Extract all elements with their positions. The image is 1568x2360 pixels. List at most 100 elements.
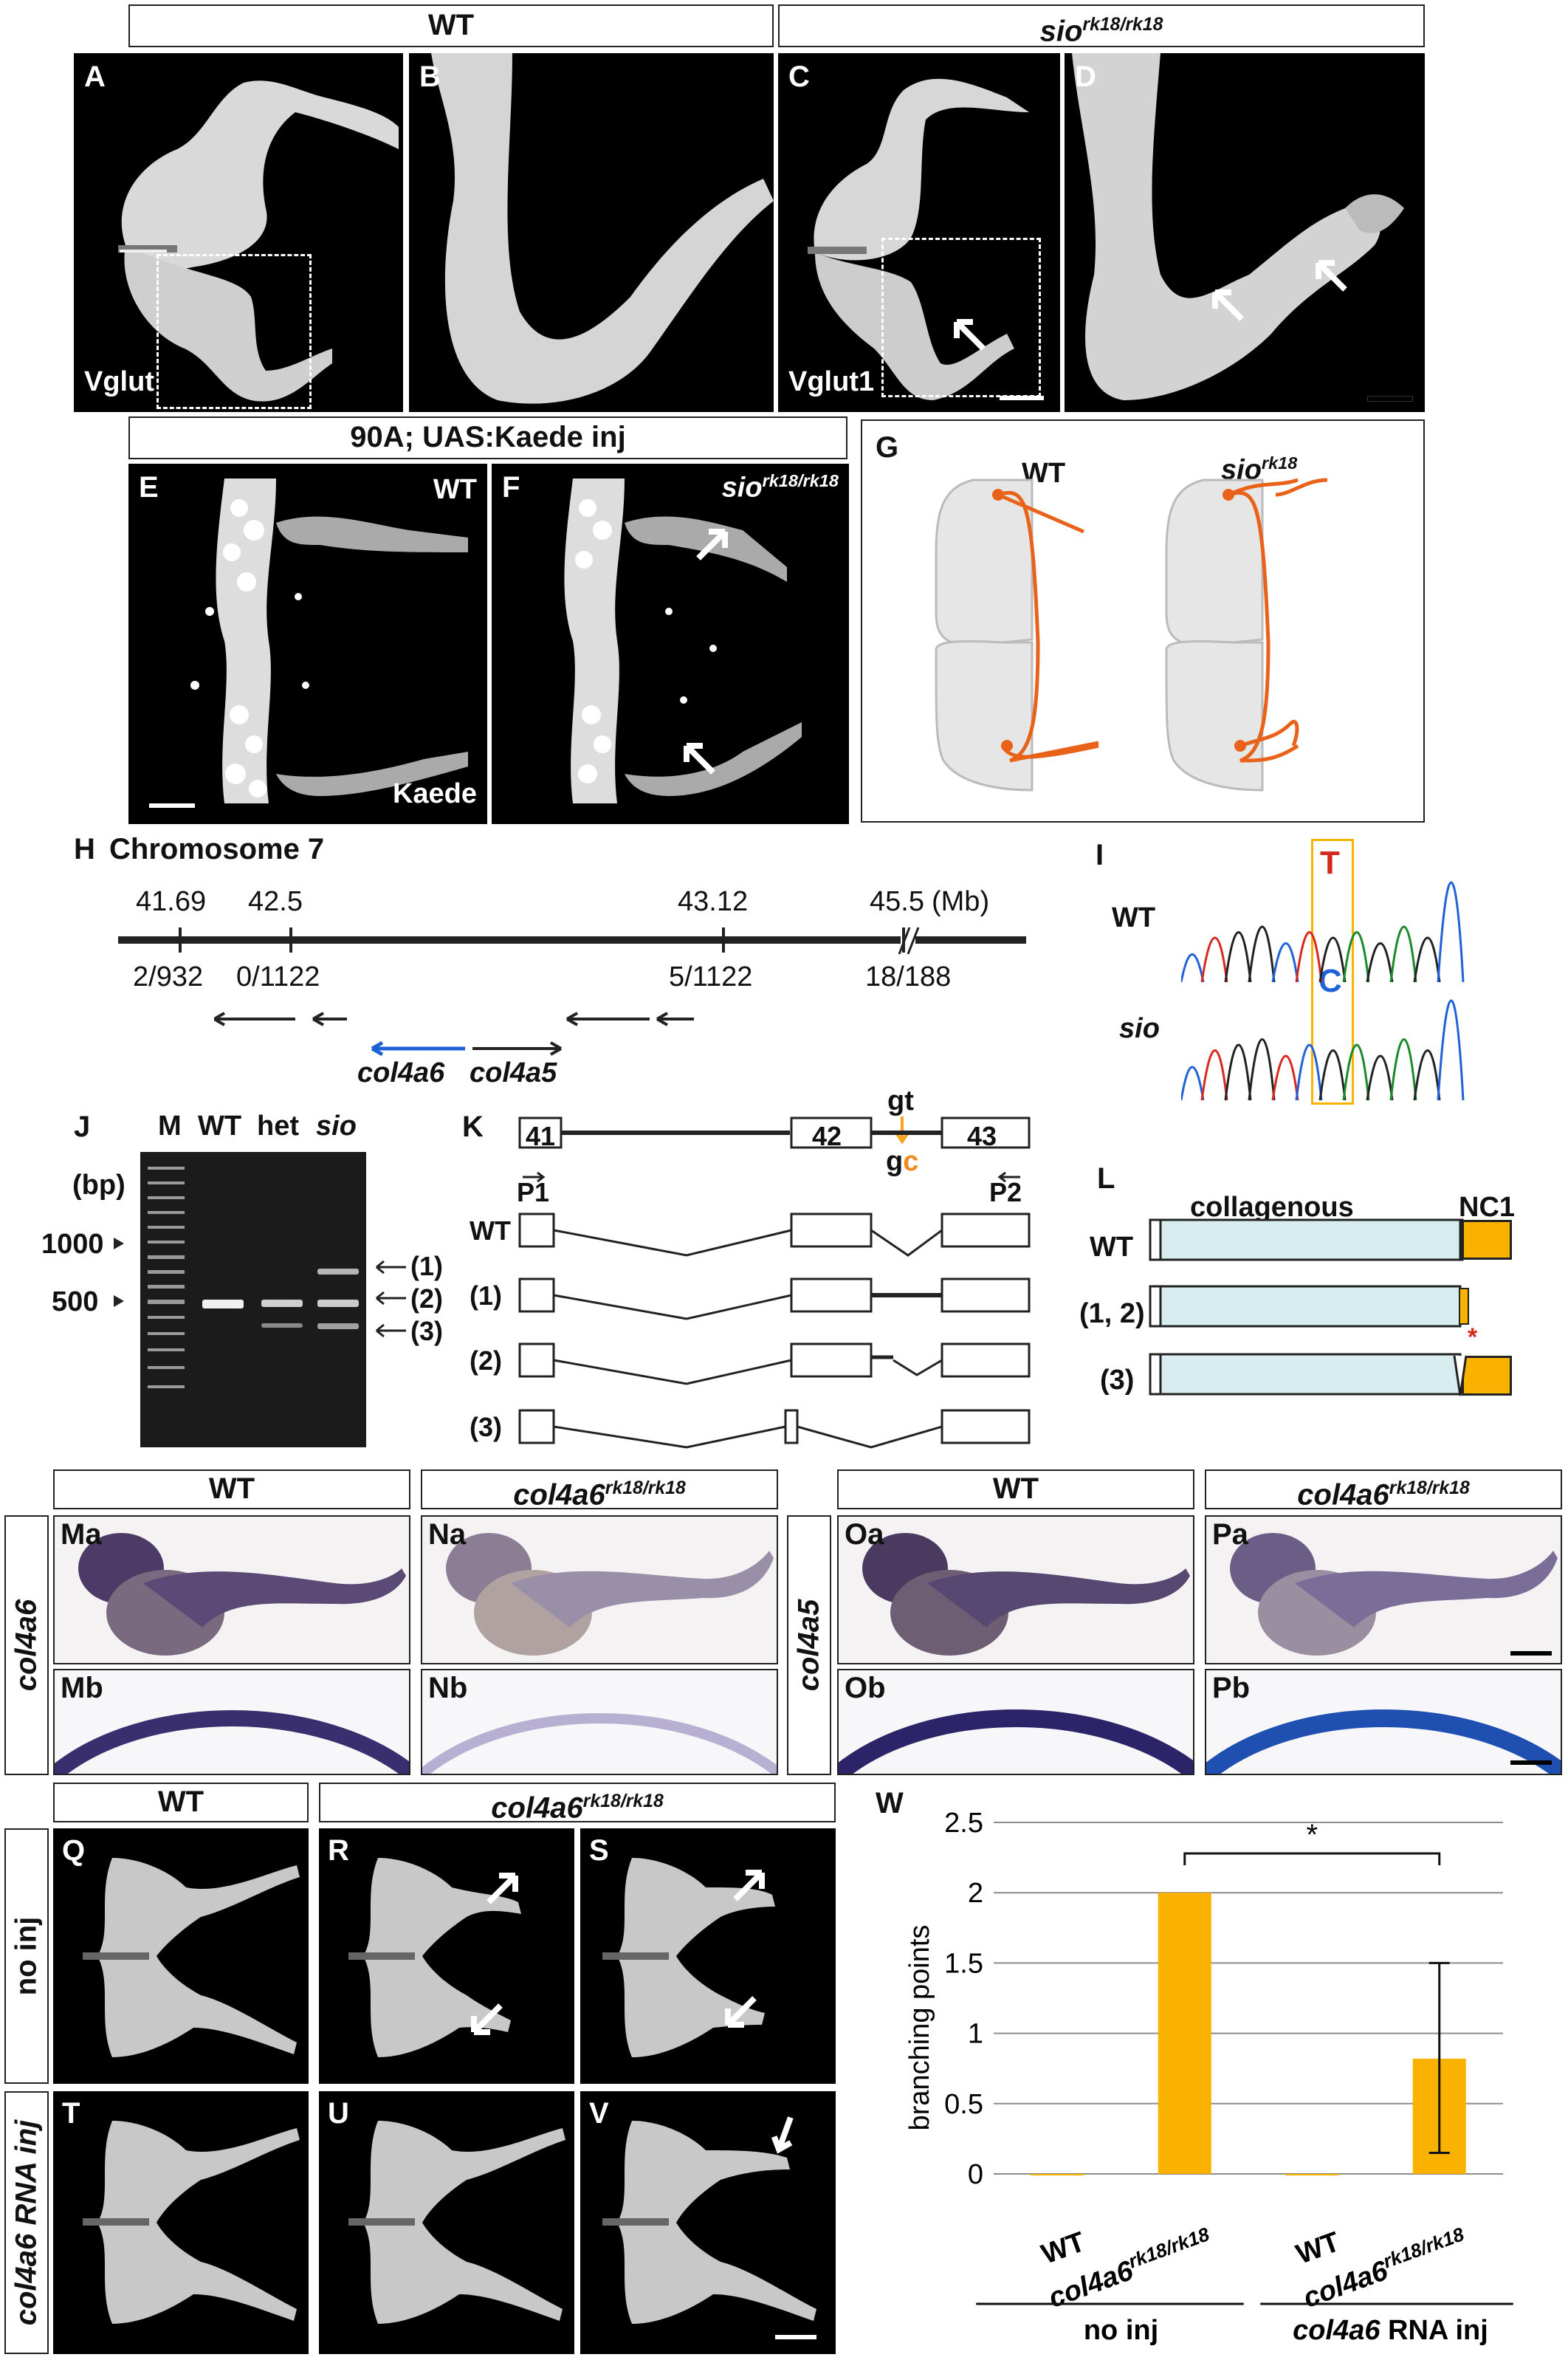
chart-y-label: branching points [904,1925,935,2131]
map-pos-2: 42.5 [248,886,303,917]
y-tick-label: 1.5 [944,1948,983,1979]
gel-lane-m: M [158,1111,182,1142]
brain-q [83,1858,300,2057]
side-label-col4a5: col4a5 [787,1515,831,1775]
panel-v-label: V [589,2097,609,2130]
embryo-oa [862,1533,1190,1656]
x-tick-label: WT [1292,2226,1344,2271]
header-ish-col4a6-2: col4a6rk18/rk18 [1205,1469,1562,1511]
seq-wt-label: WT [1112,902,1156,933]
panel-pa-image: Pa [1205,1515,1562,1664]
gel-product-arrows [376,1260,406,1338]
brain-v [602,2121,816,2324]
row-label-rna-inj-rest: RNA inj [10,2119,43,2234]
arrow-icon [1212,289,1244,321]
exon-diagram [518,1116,1031,1449]
arrow-icon [486,1873,518,1904]
side-label-col4a6-text: col4a6 [10,1599,43,1692]
panel-e-label: E [139,471,159,504]
panel-s-image: S [580,1828,836,2084]
chart-y-ticks: 0 0.5 1 1.5 2 2.5 [944,1808,983,2190]
chromosome-bar [118,927,1026,955]
panel-pb-image: Pb [1205,1669,1562,1775]
panel-e-stain: Kaede [392,778,477,809]
recomb-1: 2/932 [133,961,204,992]
recomb-2: 0/1122 [236,961,320,992]
bar [1158,1893,1211,2174]
panel-u-image: U [319,2091,574,2354]
seq-sio-label: sio [1119,1013,1160,1044]
panel-k-label: K [462,1111,484,1143]
gel-image [140,1152,366,1447]
row-label-rna-inj: col4a6 RNA inj [4,2091,49,2354]
panel-c-stain: Vglut1 [788,366,875,397]
splice-mut: gc [886,1146,918,1178]
header-ish-col4a6-2-sup: rk18/rk18 [1389,1478,1470,1498]
brain-t [83,2121,300,2324]
panel-t-label: T [62,2097,80,2130]
side-label-col4a6: col4a6 [4,1515,49,1775]
closeup-mb [55,1710,409,1774]
panel-r-image: R [319,1828,574,2084]
nc1-wt [1462,1220,1512,1260]
embryo-na [446,1533,774,1656]
primer-p1: P1 [517,1177,550,1207]
panel-r-label: R [328,1834,349,1867]
panel-s-label: S [589,1834,609,1867]
gel-marker-500: 500 [52,1286,99,1317]
arrow-icon [471,2003,503,2035]
embryo-pa [1230,1533,1558,1656]
protein-row-wt: WT [1090,1232,1134,1263]
panel-b-image: B [409,53,774,412]
gene-col4a5: col4a5 [470,1057,557,1088]
header-ish-wt-1-text: WT [208,1472,255,1505]
panel-g-schematic: G WT siork18 [861,419,1425,823]
y-tick-label: 2.5 [944,1808,983,1839]
scale-bar-pb [1510,1760,1552,1765]
panel-f-label: F [502,471,520,504]
header-ish-wt-2-text: WT [992,1472,1039,1505]
closeup-nb [422,1713,777,1774]
panel-f-image: F siork18/rk18 [492,464,849,824]
panel-b-label: B [419,61,441,93]
gel-product-1: (1) [410,1251,443,1281]
header-wt-top-text: WT [427,9,475,41]
scale-bar-v [775,2335,816,2339]
header-sio-text: sio [1039,15,1083,48]
panel-f-genotype: siork18/rk18 [722,471,839,504]
truncation-star: * [1468,1323,1478,1351]
panel-c-image: C Vglut1 [778,53,1060,412]
row-label-no-inj: no inj [4,1828,49,2084]
closeup-ob [839,1709,1193,1774]
scale-bar-c [1000,396,1044,400]
gel-product-2: (2) [410,1283,443,1314]
panel-e-drawing [190,478,468,803]
y-tick-label: 0 [968,2159,983,2190]
bar [1285,2174,1339,2175]
panel-q-label: Q [62,1834,86,1867]
header-rescue-wt: WT [53,1783,309,1822]
header-ish-wt-2: WT [837,1469,1194,1509]
gene-col4a6: col4a6 [357,1057,445,1088]
splice-gt: gt [887,1085,914,1116]
map-unit: (Mb) [932,886,990,917]
arrow-icon [954,319,986,351]
panel-ob-image: Ob [837,1669,1194,1775]
panel-h-label: H [74,833,95,865]
brain-s [602,1858,775,2057]
panel-nb-image: Nb [421,1669,778,1775]
panel-mb-label: Mb [61,1672,103,1704]
header-sio-top: siork18/rk18 [778,4,1425,47]
panel-ma-label: Ma [61,1518,102,1551]
panel-e-genotype: WT [433,474,477,505]
panel-i-label: I [1096,839,1104,871]
exon-row-1: (1) [470,1280,502,1311]
header-ish-col4a6-1: col4a6rk18/rk18 [421,1469,778,1511]
splice-mut-c: c [903,1146,919,1177]
panel-c-label: C [788,61,810,93]
panel-a-image: A Vglut [74,53,403,412]
panel-na-label: Na [428,1518,467,1551]
gel-lane-wt: WT [198,1111,242,1142]
header-wt-top: WT [128,4,774,47]
